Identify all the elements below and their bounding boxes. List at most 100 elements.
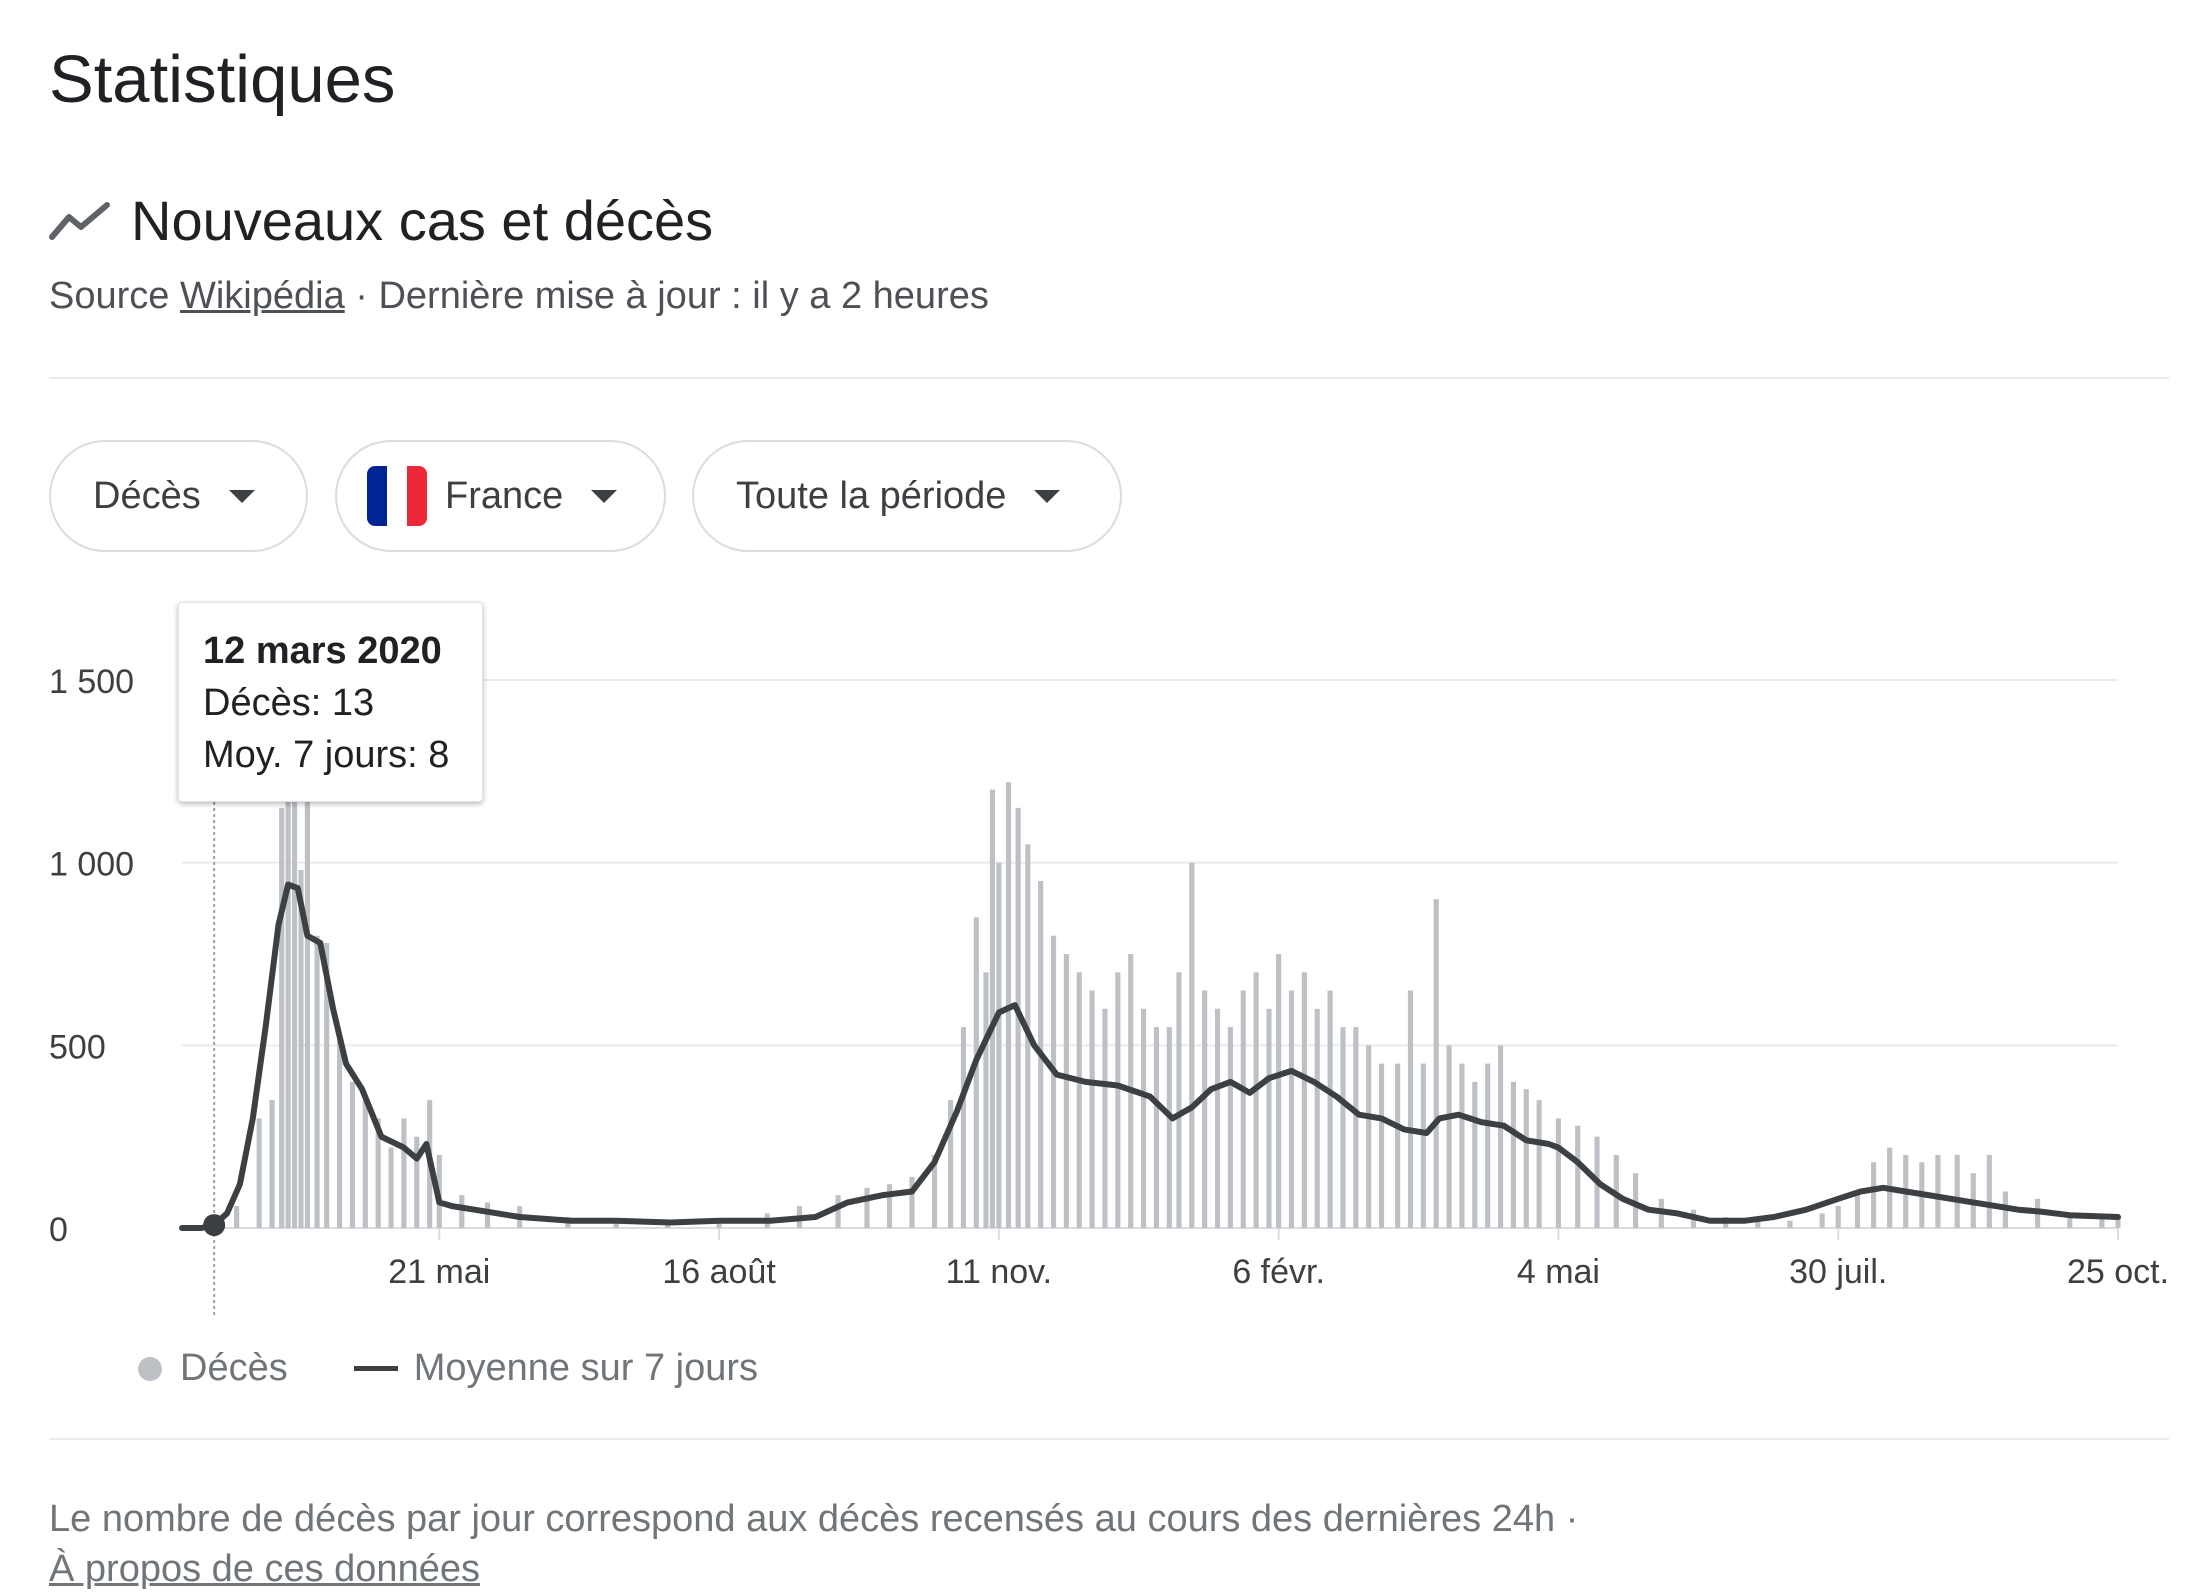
deaths-bar [1214, 1008, 1221, 1228]
legend-bar-swatch [138, 1356, 162, 1381]
deaths-bar [1353, 1027, 1359, 1228]
deaths-bar [234, 1206, 240, 1228]
source-line: Source Wikipédia · Dernière mise à jour … [49, 275, 989, 318]
deaths-chart[interactable]: 0 500 1 000 1 500 21 mai 16 août 11 nov. 6 fév… [0, 590, 2200, 1330]
x-tick-label: 16 août [662, 1253, 776, 1291]
deaths-bar [459, 1195, 465, 1228]
deaths-bar [388, 1147, 394, 1228]
metric-dropdown[interactable]: Décès [49, 440, 308, 552]
tooltip-average: Moy. 7 jours: 8 [203, 734, 450, 776]
tooltip-deaths: Décès: 13 [203, 682, 375, 724]
deaths-bar [835, 1195, 841, 1228]
deaths-bar [279, 807, 285, 1228]
caret-down-icon [591, 489, 618, 503]
deaths-bar [256, 1118, 262, 1228]
deaths-bar [1176, 972, 1182, 1228]
deaths-bar [1854, 1191, 1861, 1228]
x-tick-label: 11 nov. [946, 1253, 1052, 1291]
deaths-bar [1063, 954, 1069, 1228]
deaths-bar [989, 789, 995, 1228]
deaths-bar [1986, 1154, 1992, 1228]
deaths-bar [1510, 1081, 1516, 1228]
footer-note-text: Le nombre de décès par jour correspond a… [49, 1498, 1579, 1540]
deaths-bar [349, 1081, 356, 1228]
deaths-bar [1240, 990, 1246, 1228]
deaths-bar [1378, 1063, 1385, 1228]
section-title: Nouveaux cas et décès [131, 188, 714, 252]
deaths-bar [1340, 1027, 1346, 1228]
y-tick-label: 500 [49, 1028, 106, 1066]
divider-top [49, 377, 2169, 379]
chart-legend: Décès Moyenne sur 7 jours [138, 1347, 758, 1390]
deaths-bar [1575, 1125, 1581, 1228]
deaths-bar [314, 935, 320, 1228]
deaths-bar [1472, 1081, 1478, 1228]
deaths-bar [1523, 1089, 1529, 1228]
deaths-bar [1835, 1206, 1841, 1228]
about-data-link[interactable]: À propos de ces données [49, 1548, 480, 1590]
deaths-bar [1266, 1008, 1272, 1228]
deaths-bar [983, 972, 989, 1228]
deaths-bar [375, 1118, 381, 1228]
deaths-bar [1227, 1027, 1233, 1228]
x-tick-label: 25 oct. [2067, 1253, 2169, 1291]
y-tick-label: 1 000 [49, 846, 134, 884]
x-axis: 21 mai 16 août 11 nov. 6 févr. 4 mai 30 juil.… [388, 1228, 2169, 1291]
deaths-bar [1819, 1213, 1825, 1228]
period-dropdown[interactable]: Toute la période [692, 440, 1122, 552]
deaths-bar [401, 1118, 407, 1228]
trending-icon [49, 202, 110, 240]
deaths-bar [1935, 1154, 1941, 1228]
deaths-bar [285, 789, 291, 1228]
deaths-bar [1301, 972, 1307, 1228]
period-dropdown-label: Toute la période [736, 474, 1007, 517]
deaths-bar [973, 917, 979, 1228]
deaths-bar [1420, 1063, 1426, 1228]
hover-marker [203, 610, 226, 1318]
deaths-bar [1633, 1173, 1639, 1228]
deaths-bar [1446, 1045, 1452, 1228]
deaths-bar [1115, 972, 1121, 1228]
legend-line-label: Moyenne sur 7 jours [413, 1347, 759, 1389]
metric-dropdown-label: Décès [93, 474, 201, 517]
deaths-bar [1102, 1008, 1108, 1228]
y-axis: 0 500 1 000 1 500 [49, 663, 134, 1249]
deaths-bar [1050, 935, 1057, 1228]
deaths-bar [613, 1222, 619, 1228]
deaths-bar [269, 1100, 275, 1228]
deaths-bar [298, 869, 304, 1228]
deaths-bar [1076, 972, 1082, 1228]
deaths-bar [1536, 1100, 1542, 1228]
deaths-bar [1253, 972, 1259, 1228]
deaths-bar [1366, 1045, 1372, 1228]
deaths-bar [948, 1100, 954, 1228]
caret-down-icon [1034, 489, 1061, 503]
deaths-bar [1153, 1027, 1160, 1228]
deaths-bar [1166, 1027, 1172, 1228]
moving-average-line [179, 881, 2121, 1231]
deaths-bar [1407, 990, 1414, 1228]
legend-line-swatch [353, 1366, 398, 1371]
deaths-bar [960, 1027, 967, 1228]
chart-tooltip: 12 mars 2020 Décès: 13 Moy. 7 jours: 8 [178, 602, 483, 802]
deaths-bar [2067, 1213, 2073, 1228]
deaths-bar [2115, 1217, 2121, 1228]
caret-down-icon [228, 489, 255, 503]
deaths-bar [1555, 1118, 1561, 1228]
deaths-bar [414, 1136, 420, 1228]
average-line-path [179, 881, 2121, 1231]
deaths-bar [1189, 862, 1195, 1228]
hover-point [203, 1214, 226, 1237]
deaths-bar [1787, 1220, 1793, 1228]
footer-note: Le nombre de décès par jour correspond a… [49, 1494, 1578, 1594]
deaths-bar [324, 943, 330, 1228]
country-dropdown[interactable]: France [335, 440, 666, 552]
deaths-bar [362, 1100, 368, 1228]
deaths-bar [1954, 1154, 1960, 1228]
deaths-bar [1327, 990, 1333, 1228]
source-link[interactable]: Wikipédia [179, 275, 345, 317]
y-tick-label: 0 [49, 1211, 68, 1249]
deaths-bar [1288, 990, 1295, 1228]
x-tick-label: 4 mai [1517, 1253, 1600, 1291]
deaths-bar [909, 1176, 915, 1228]
